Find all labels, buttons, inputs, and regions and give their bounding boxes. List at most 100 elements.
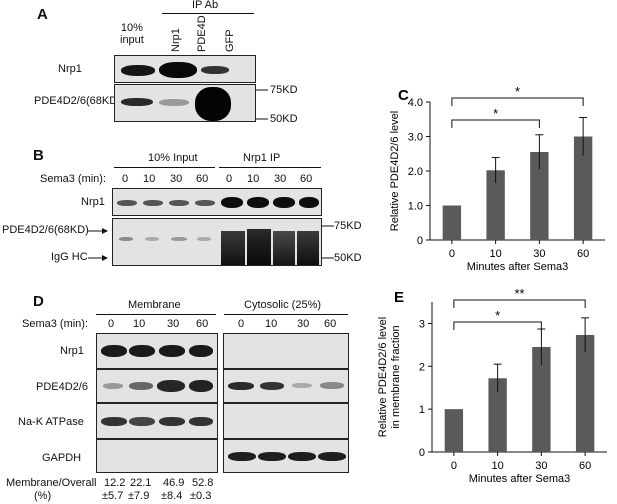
y-tick-label: 4.0 (408, 97, 423, 109)
band (195, 200, 215, 206)
significance-mark: * (515, 84, 520, 99)
time-label: 0 (122, 173, 129, 185)
band (189, 380, 213, 392)
band (273, 197, 295, 208)
ratio-sd: ±8.4 (161, 490, 183, 502)
group-d-cytosolic: Cytosolic (25%) (244, 299, 322, 311)
time-label: 30 (167, 318, 180, 330)
band (121, 65, 155, 76)
row-label-d-gapdh: GAPDH (42, 452, 82, 464)
marker-b-75: 75KD (334, 220, 362, 232)
lane-input-line: 10% input (120, 22, 144, 46)
y-tick-label: 3.0 (408, 132, 423, 144)
band (129, 417, 155, 426)
band (297, 231, 319, 265)
marker-arrows-a (256, 89, 268, 120)
lane-label-gfp: GFP (224, 29, 236, 52)
band (145, 237, 159, 241)
band (189, 345, 213, 357)
x-tick-label: 0 (451, 460, 457, 472)
significance-mark: * (495, 308, 500, 323)
time-label: 30 (297, 318, 310, 330)
band (157, 380, 185, 392)
x-tick-label: 30 (535, 460, 547, 472)
band (292, 383, 312, 388)
time-label: 0 (226, 173, 233, 185)
blot-d-cyto-pde4d (223, 369, 349, 403)
band (228, 452, 256, 461)
blot-d-cyto-nak (223, 403, 349, 439)
time-label: 60 (324, 318, 337, 330)
band (189, 417, 213, 426)
ratio-label: Membrane/Overall (6, 477, 97, 489)
panel-b-label: B (33, 147, 44, 164)
time-label: 10 (143, 173, 156, 185)
time-label: 0 (238, 318, 245, 330)
panel-a-label: A (37, 6, 48, 23)
marker-arrows-b (322, 225, 334, 259)
time-label: 60 (196, 318, 209, 330)
band (143, 200, 163, 206)
ratio-sd: ±7.9 (128, 490, 150, 502)
row-label-b-igg: IgG HC (51, 251, 88, 263)
group-b-ip: Nrp1 IP (243, 152, 281, 164)
y-axis-label: Relative PDE4D2/6 level (377, 317, 389, 437)
ip-ab-underline (162, 13, 254, 14)
band (117, 200, 137, 206)
time-label: 10 (133, 318, 146, 330)
bar (573, 136, 593, 240)
band (299, 197, 319, 208)
blot-d-mem-pde4d (96, 369, 218, 403)
ratio-sd: ±5.7 (102, 490, 124, 502)
y-tick-label: 3 (419, 318, 425, 330)
y-axis-label: in membrane fraction (390, 325, 402, 428)
band (288, 452, 316, 461)
chart-c: C 0 1.0 2.0 3.0 4.0 0 10 30 60 Minutes after Sema3… (389, 84, 605, 273)
lane-label-nrp1: Nrp1 (170, 28, 182, 52)
band (197, 237, 211, 241)
significance-mark: * (493, 106, 498, 121)
band (171, 237, 187, 241)
y-axis-label: Relative PDE4D2/6 level (389, 111, 401, 231)
bar (442, 205, 462, 240)
x-axis-label: Minutes after Sema3 (469, 473, 571, 485)
row-label-d-nrp1: Nrp1 (60, 345, 84, 357)
significance-bracket (453, 299, 586, 308)
band (101, 345, 127, 357)
marker-b-50: 50KD (334, 252, 362, 264)
group-b-input-underline (114, 167, 215, 168)
group-d-membrane: Membrane (128, 299, 181, 311)
x-tick-label: 30 (533, 248, 545, 260)
y-tick-label: 2.0 (408, 166, 423, 178)
bar (575, 335, 595, 452)
ratio-mean: 22.1 (130, 477, 152, 489)
bar (488, 378, 507, 452)
group-b-input: 10% Input (148, 152, 198, 164)
band (320, 382, 344, 389)
ratio-mean: 12.2 (104, 477, 126, 489)
y-tick-label: 0 (417, 235, 423, 247)
band (169, 200, 189, 206)
ip-ab-label: IP Ab (192, 0, 219, 11)
band (121, 98, 153, 106)
band (247, 229, 271, 265)
x-tick-label: 60 (579, 460, 591, 472)
band (159, 99, 189, 106)
panel-d-label: D (33, 293, 44, 310)
band (201, 66, 229, 74)
band (258, 452, 286, 461)
band (129, 382, 153, 390)
row-label-b-nrp1: Nrp1 (81, 196, 105, 208)
marker-a-50: 50KD (270, 113, 298, 125)
group-d-cytosolic-underline (224, 314, 348, 315)
band (195, 87, 231, 121)
blot-a-nrp1 (114, 55, 256, 83)
marker-a-75: 75KD (270, 84, 298, 96)
time-label: 10 (247, 173, 260, 185)
band (129, 345, 155, 357)
blot-d-cyto-gapdh (223, 439, 349, 473)
time-label: 10 (265, 318, 278, 330)
group-d-membrane-underline (96, 314, 216, 315)
bar (486, 170, 505, 240)
